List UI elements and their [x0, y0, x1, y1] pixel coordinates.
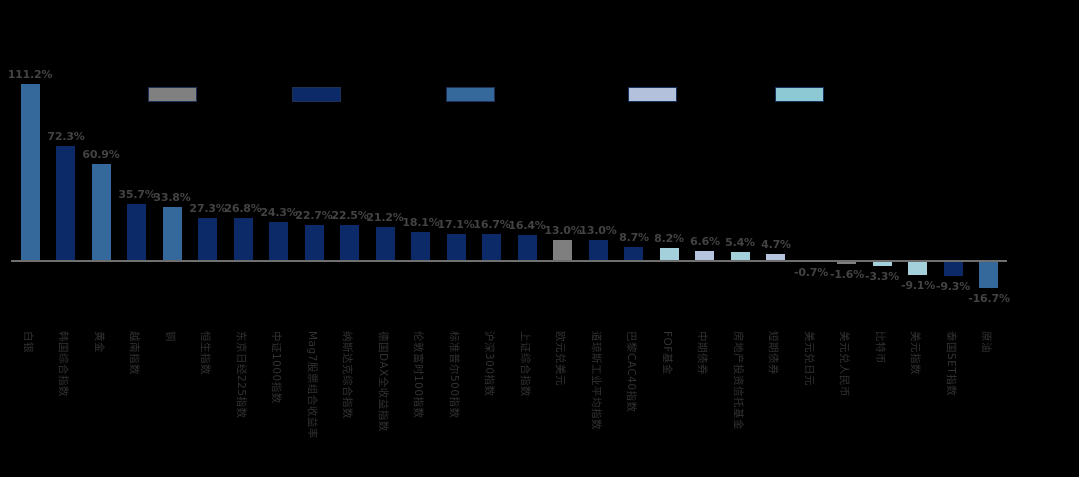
x-tick-label: 中证1000指数 [270, 331, 282, 404]
bar-value-label: -9.3% [935, 280, 971, 293]
bar [163, 207, 182, 261]
x-tick-label: 巴黎CAC40指数 [625, 331, 637, 413]
x-tick-label: 欧元兑美元 [554, 331, 566, 386]
bar-value-label: 16.7% [473, 218, 511, 231]
bar [660, 248, 679, 261]
x-tick-label: 德国DAX全收益指数 [377, 331, 389, 432]
bar-value-label: -0.7% [793, 266, 829, 279]
bar-value-label: 72.3% [47, 130, 85, 143]
x-tick-label: 美元兑日元 [803, 331, 815, 386]
x-tick-label: 恒生指数 [199, 331, 211, 375]
bar [873, 261, 892, 266]
x-tick-label: Mag7股票组合收益率 [306, 331, 318, 439]
bar-value-label: 35.7% [118, 188, 156, 201]
bar-value-label: -3.3% [864, 270, 900, 283]
x-tick-label: 铜 [164, 331, 176, 342]
x-tick-label: 东京日经225指数 [235, 331, 247, 419]
bar [21, 84, 40, 261]
bar [234, 218, 253, 261]
bar [305, 225, 324, 261]
bar-value-label: 18.1% [402, 216, 440, 229]
bar [553, 240, 572, 261]
x-tick-label: 泰国SET指数 [945, 331, 957, 397]
x-tick-label: 韩国综合指数 [57, 331, 69, 397]
bar-value-label: 16.4% [508, 219, 546, 232]
bar-value-label: 27.3% [189, 202, 227, 215]
legend-swatch-navy [292, 87, 341, 102]
bar [127, 204, 146, 261]
bar-value-label: 60.9% [82, 148, 120, 161]
bar [766, 254, 785, 261]
bar [198, 218, 217, 261]
bar-value-label: 17.1% [437, 218, 475, 231]
x-tick-label: 上证综合指数 [519, 331, 531, 397]
bar [376, 227, 395, 261]
bar-value-label: 4.7% [761, 238, 791, 251]
x-tick-label: 纳斯达克综合指数 [341, 331, 353, 419]
x-tick-label: 伦敦富时100指数 [412, 331, 424, 419]
bar [482, 234, 501, 261]
bar [589, 240, 608, 261]
bar-value-label: 111.2% [7, 68, 53, 81]
bar-value-label: 24.3% [260, 206, 298, 219]
bar-value-label: 22.5% [331, 209, 369, 222]
bar-value-label: 6.6% [690, 235, 720, 248]
bar [695, 251, 714, 261]
x-tick-label: 道琼斯工业平均指数 [590, 331, 602, 430]
bar-value-label: 8.7% [619, 231, 649, 244]
bar-value-label: 21.2% [366, 211, 404, 224]
x-tick-label: 原油 [980, 331, 992, 353]
x-axis-line [11, 260, 1007, 262]
x-tick-label: FOF基金 [661, 331, 673, 375]
x-tick-label: 房地产投资信托基金 [732, 331, 744, 430]
bar-value-label: 26.8% [224, 202, 262, 215]
x-tick-label: 中期债券 [696, 331, 708, 375]
bar [92, 164, 111, 261]
bar [624, 247, 643, 261]
bar [447, 234, 466, 261]
bar-value-label: -16.7% [968, 292, 1010, 305]
bar [56, 146, 75, 261]
x-tick-label: 短期债券 [767, 331, 779, 375]
bar [340, 225, 359, 261]
legend-swatch-gray [148, 87, 197, 102]
bar [908, 261, 927, 275]
bar [944, 261, 963, 276]
bar [979, 261, 998, 288]
bar [518, 235, 537, 261]
x-tick-label: 比特币 [874, 331, 886, 364]
bar [731, 252, 750, 261]
x-tick-label: 黄金 [93, 331, 105, 353]
bar [269, 222, 288, 261]
bar-value-label: 33.8% [153, 191, 191, 204]
bar-value-label: -1.6% [829, 268, 865, 281]
bar [837, 261, 856, 264]
x-tick-label: 越南指数 [128, 331, 140, 375]
legend-swatch-periwinkle [628, 87, 677, 102]
legend-swatch-steel-blue [446, 87, 495, 102]
x-tick-label: 沪深300指数 [483, 331, 495, 397]
bar-value-label: 5.4% [725, 236, 755, 249]
bar-value-label: 13.0% [544, 224, 582, 237]
bar-value-label: 22.7% [295, 209, 333, 222]
bar-value-label: 8.2% [654, 232, 684, 245]
bar-value-label: 13.0% [579, 224, 617, 237]
bar-value-label: -9.1% [900, 279, 936, 292]
bar [411, 232, 430, 261]
x-tick-label: 标准普尔500指数 [448, 331, 460, 419]
x-tick-label: 白银 [22, 331, 34, 353]
x-tick-label: 美元兑人民币 [838, 331, 850, 397]
x-tick-label: 美元指数 [909, 331, 921, 375]
legend-swatch-cyan [775, 87, 824, 102]
